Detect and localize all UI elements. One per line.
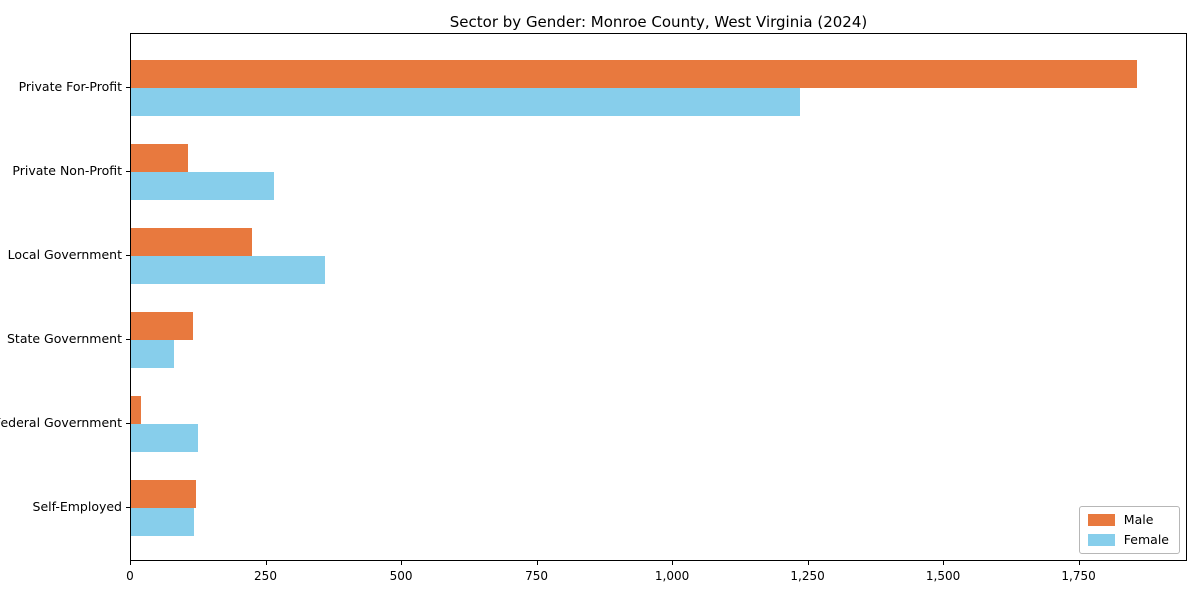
x-tick-label: 0 — [126, 569, 134, 583]
y-tick-label: Private Non-Profit — [12, 162, 122, 178]
legend-label: Male — [1123, 512, 1154, 527]
bar-male-2 — [131, 144, 188, 172]
y-tick-mark — [126, 87, 130, 88]
x-tick-mark — [808, 561, 809, 565]
x-tick-label: 750 — [525, 569, 548, 583]
legend-label: Female — [1123, 531, 1169, 547]
bar-male-4 — [131, 312, 193, 340]
bar-male-5 — [131, 396, 141, 424]
legend-item-male: Male — [1087, 512, 1169, 527]
bar-female-2 — [131, 172, 274, 200]
bar-male-1 — [131, 60, 1137, 88]
x-tick-label: 1,500 — [925, 569, 961, 583]
bar-male-3 — [131, 228, 252, 256]
x-tick-mark — [537, 561, 538, 565]
legend: Male Female — [1078, 506, 1180, 554]
x-tick-mark — [130, 561, 131, 565]
x-tick-mark — [401, 561, 402, 565]
y-tick-mark — [126, 507, 130, 508]
plot-area: Male Female — [130, 33, 1187, 561]
x-tick-label: 1,000 — [654, 569, 690, 583]
x-tick-mark — [1079, 561, 1080, 565]
bar-female-3 — [131, 256, 325, 284]
x-tick-label: 1,750 — [1061, 569, 1096, 583]
chart-title: Sector by Gender: Monroe County, West Vi… — [449, 13, 868, 31]
bar-female-6 — [131, 508, 194, 536]
legend-item-female: Female — [1087, 531, 1169, 547]
y-tick-label: Private For-Profit — [18, 78, 122, 94]
y-tick-label: Federal Government — [0, 414, 122, 430]
legend-swatch-male — [1087, 514, 1115, 527]
bar-female-4 — [131, 340, 174, 368]
y-tick-mark — [126, 255, 130, 256]
x-tick-mark — [266, 561, 267, 565]
y-tick-mark — [126, 423, 130, 424]
y-tick-mark — [126, 171, 130, 172]
bar-male-6 — [131, 480, 196, 508]
legend-swatch-female — [1087, 533, 1115, 546]
x-tick-label: 250 — [254, 569, 277, 583]
y-tick-label: State Government — [6, 330, 122, 346]
bar-female-1 — [131, 88, 800, 116]
bar-female-5 — [131, 424, 198, 452]
x-tick-label: 1,250 — [790, 569, 825, 583]
x-tick-mark — [672, 561, 673, 565]
x-tick-label: 500 — [389, 569, 413, 583]
y-tick-label: Local Government — [7, 246, 122, 262]
y-tick-mark — [126, 339, 130, 340]
x-tick-mark — [943, 561, 944, 565]
y-tick-label: Self-Employed — [32, 498, 122, 514]
